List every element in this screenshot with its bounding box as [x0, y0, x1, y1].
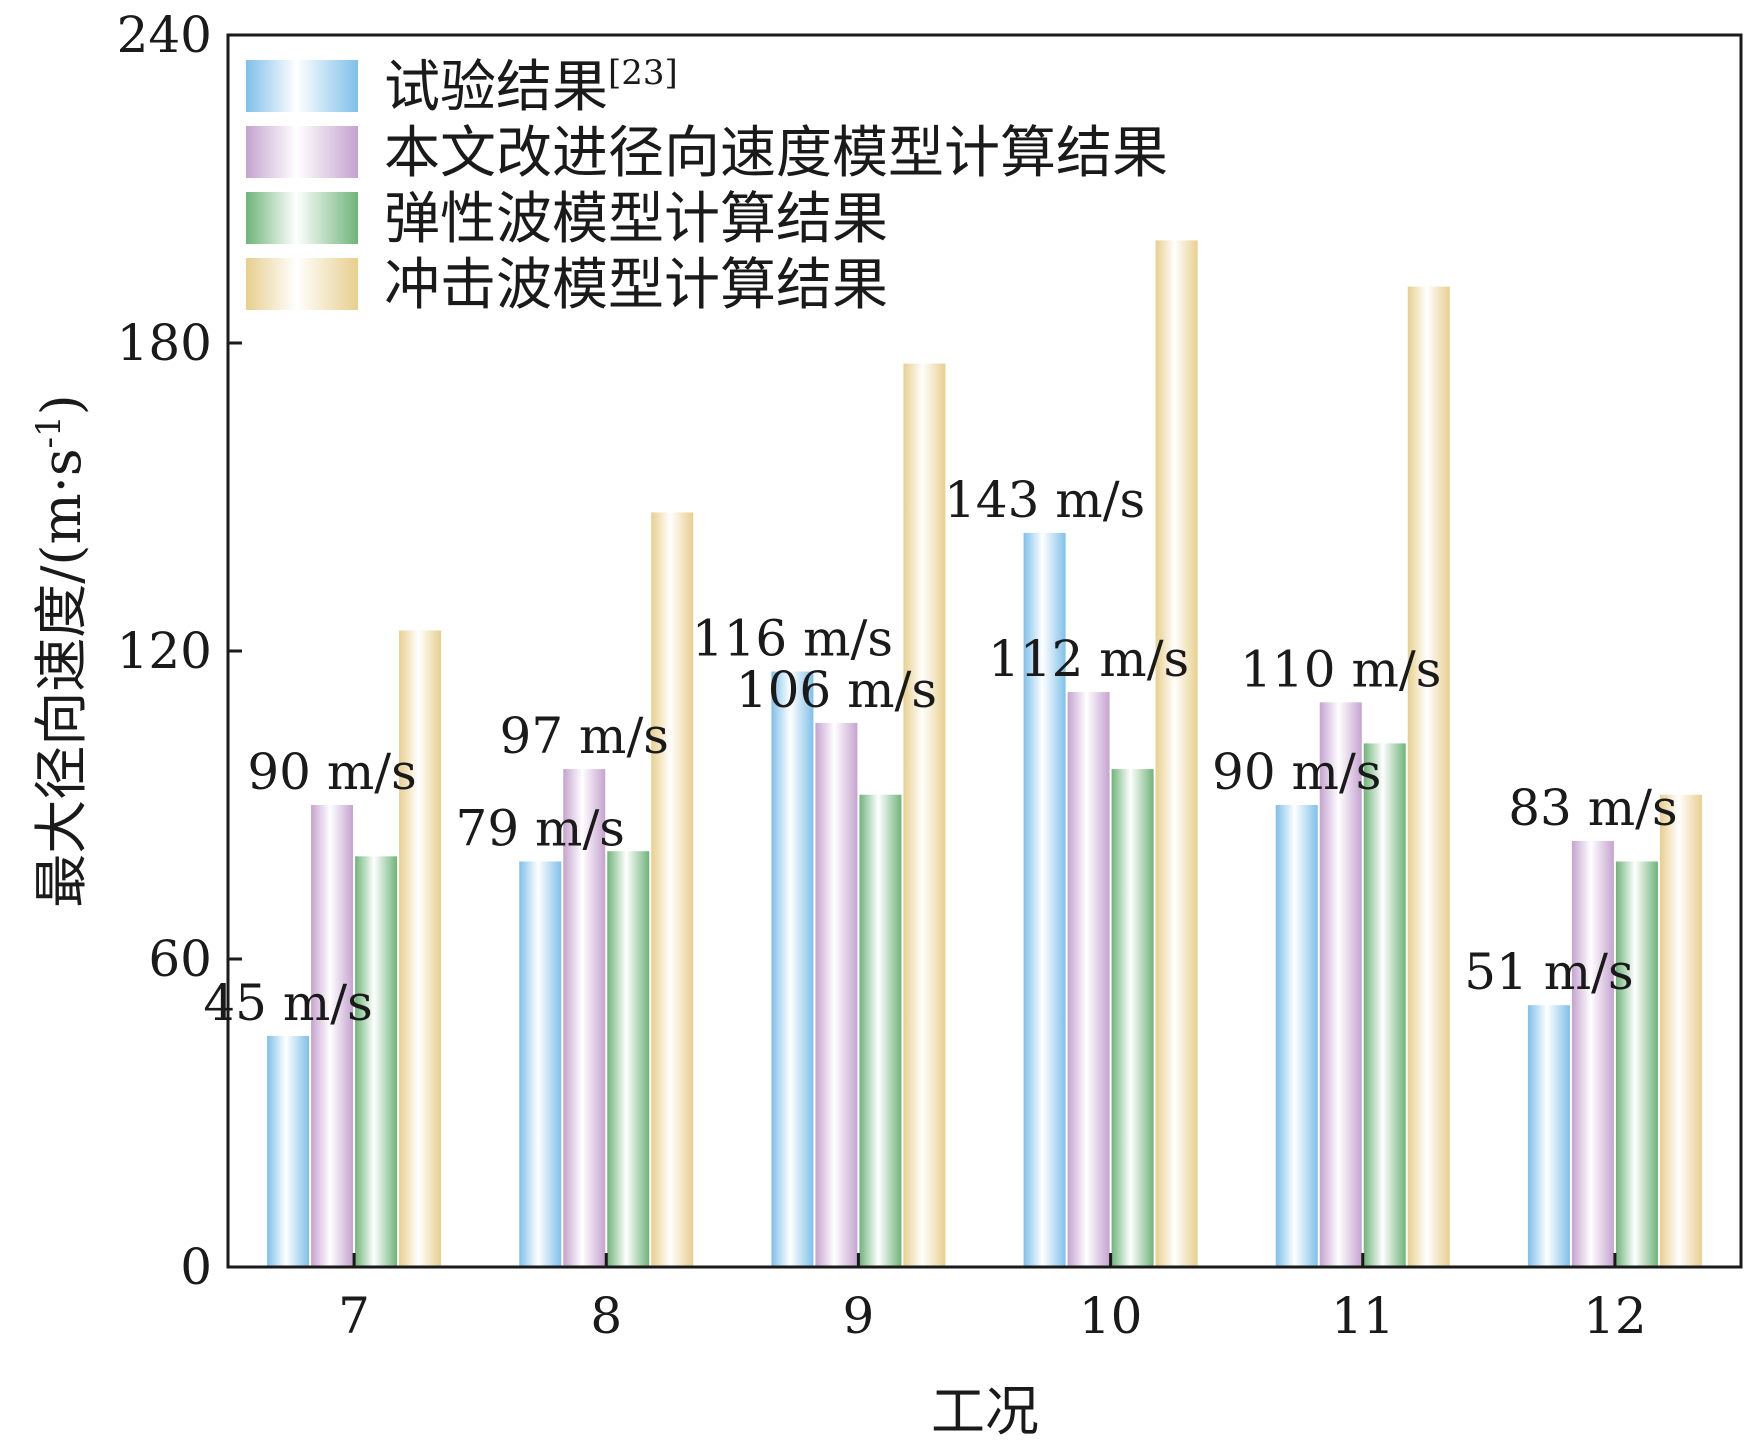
data-label: 90 m/s	[247, 743, 416, 801]
legend-label: 本文改进径向速度模型计算结果	[384, 121, 1168, 186]
y-axis-title: 最大径向速度/(m·s-1)	[29, 394, 93, 908]
bar	[1659, 794, 1702, 1267]
bar	[815, 722, 858, 1267]
bars-layer	[267, 240, 1702, 1267]
data-label: 106 m/s	[736, 661, 937, 719]
y-axis: 0 60 120 180 240	[117, 6, 242, 1296]
bar	[1155, 240, 1198, 1267]
bar	[1407, 286, 1450, 1267]
y-tick-label: 180	[117, 314, 212, 372]
bar	[1571, 840, 1614, 1267]
legend-label: 冲击波模型计算结果	[384, 253, 888, 318]
y-axis-title-close: )	[30, 394, 93, 415]
x-tick-label: 7	[338, 1287, 370, 1345]
x-tick-label: 8	[590, 1287, 622, 1345]
bar	[399, 630, 442, 1267]
bar	[1275, 805, 1318, 1267]
bar	[859, 794, 902, 1267]
x-tick-label: 10	[1079, 1287, 1143, 1345]
x-tick-label: 11	[1331, 1287, 1395, 1345]
bar	[651, 512, 694, 1267]
data-label: 79 m/s	[456, 799, 625, 857]
data-label: 51 m/s	[1464, 943, 1633, 1001]
x-tick-label: 9	[843, 1287, 875, 1345]
y-tick-label: 0	[180, 1238, 212, 1296]
data-label: 83 m/s	[1508, 779, 1677, 837]
x-tick-label: 12	[1583, 1287, 1647, 1345]
data-label: 90 m/s	[1212, 743, 1381, 801]
bar	[1615, 861, 1658, 1267]
bar	[1067, 692, 1110, 1267]
legend-swatch	[246, 126, 358, 178]
y-axis-title-main: 最大径向速度/(m·s	[30, 448, 93, 907]
bar	[1527, 1005, 1570, 1267]
data-label: 45 m/s	[203, 974, 372, 1032]
legend-label: 试验结果[23]	[384, 53, 678, 120]
data-label: 112 m/s	[988, 630, 1189, 688]
bar	[607, 851, 650, 1267]
bar	[267, 1036, 310, 1267]
y-tick-label: 120	[117, 622, 212, 680]
bar	[1111, 769, 1154, 1267]
x-axis: 7 8 9 10 11 12	[338, 1253, 1647, 1345]
legend-label: 弹性波模型计算结果	[384, 187, 888, 252]
bar	[1363, 743, 1406, 1267]
bar	[903, 363, 946, 1267]
y-tick-label: 240	[117, 6, 212, 64]
legend-swatch	[246, 258, 358, 310]
bar	[1023, 532, 1066, 1267]
data-label: 143 m/s	[944, 471, 1145, 529]
bar	[355, 856, 398, 1267]
legend-swatch	[246, 60, 358, 112]
bar	[311, 805, 354, 1267]
legend-swatch	[246, 192, 358, 244]
y-tick-label: 60	[148, 930, 212, 988]
bar	[519, 861, 562, 1267]
data-labels: 45 m/s 79 m/s 116 m/s 143 m/s 90 m/s 51 m/s 90…	[203, 471, 1677, 1032]
bar	[771, 671, 814, 1267]
bar	[563, 769, 606, 1267]
y-axis-title-superscript: -1	[29, 415, 69, 448]
data-label: 116 m/s	[692, 610, 893, 668]
data-label: 110 m/s	[1240, 640, 1441, 698]
bar	[1319, 702, 1362, 1267]
x-axis-title: 工况	[931, 1380, 1039, 1443]
data-label: 97 m/s	[500, 707, 669, 765]
